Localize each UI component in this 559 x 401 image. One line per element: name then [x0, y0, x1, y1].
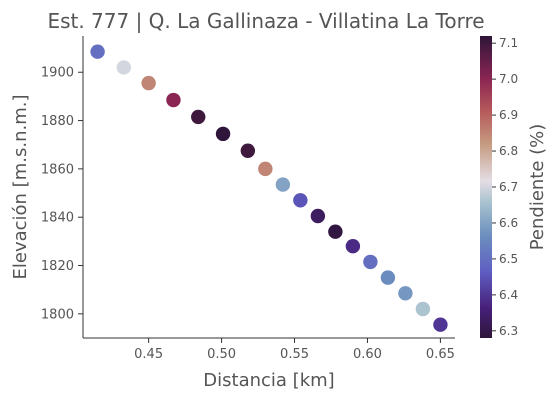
- x-tick-label: 0.50: [207, 347, 236, 362]
- colorbar-tick-label: 6.9: [499, 108, 518, 122]
- y-tick-label: 1820: [41, 259, 74, 274]
- colorbar-tick-label: 7.0: [499, 72, 518, 86]
- data-point: [415, 301, 431, 317]
- y-axis-label: Elevación [m.s.n.m.]: [10, 95, 31, 280]
- y-ticks: 1800 1820 1840 1860 1880 1900: [41, 66, 83, 322]
- colorbar-gradient: [480, 36, 492, 338]
- data-point: [433, 317, 448, 332]
- data-point: [116, 60, 132, 75]
- colorbar-tick-label: 7.1: [499, 36, 518, 50]
- data-point: [215, 126, 231, 142]
- y-tick-label: 1860: [41, 162, 74, 177]
- plot-area: 0.45 0.50 0.55 0.60 0.65 1800 1820 1840 1860 188…: [41, 36, 455, 362]
- data-point: [191, 109, 206, 125]
- colorbar-label: Pendiente (%): [527, 124, 548, 251]
- y-tick-label: 1900: [41, 66, 74, 81]
- data-point: [293, 193, 308, 208]
- data-point: [275, 177, 291, 192]
- colorbar-tick-label: 6.7: [499, 180, 518, 194]
- data-point: [363, 254, 378, 270]
- colorbar-tick-label: 6.6: [499, 216, 518, 230]
- colorbar-tick-label: 6.3: [499, 324, 518, 338]
- y-tick-label: 1840: [41, 211, 74, 226]
- colorbar-tick-label: 6.5: [499, 252, 518, 266]
- chart-title: Est. 777 | Q. La Gallinaza - Villatina L…: [47, 9, 484, 33]
- colorbar-ticks: 6.3 6.4 6.5 6.6 6.7 6.8 6.9 7.0 7.1: [492, 36, 518, 338]
- data-point: [345, 238, 361, 254]
- y-tick-label: 1800: [41, 307, 74, 322]
- data-point: [240, 143, 256, 158]
- x-ticks: 0.45 0.50 0.55 0.60 0.65: [134, 338, 455, 362]
- data-point: [258, 161, 273, 177]
- y-tick-label: 1880: [41, 114, 74, 129]
- x-tick-label: 0.60: [353, 347, 382, 362]
- data-point: [398, 286, 413, 301]
- data-point: [166, 92, 181, 108]
- data-point: [380, 270, 396, 285]
- data-point: [90, 44, 105, 59]
- x-tick-label: 0.55: [280, 347, 309, 362]
- data-point: [141, 75, 156, 91]
- colorbar-tick-label: 6.4: [499, 288, 518, 302]
- x-tick-label: 0.45: [134, 347, 163, 362]
- x-axis-label: Distancia [km]: [203, 370, 334, 391]
- x-tick-label: 0.65: [426, 347, 455, 362]
- colorbar-tick-label: 6.8: [499, 144, 518, 158]
- data-point: [328, 224, 343, 239]
- data-point: [310, 208, 326, 224]
- data-points: [90, 44, 448, 332]
- colorbar: 6.3 6.4 6.5 6.6 6.7 6.8 6.9 7.0 7.1 Pendiente (%…: [480, 36, 548, 338]
